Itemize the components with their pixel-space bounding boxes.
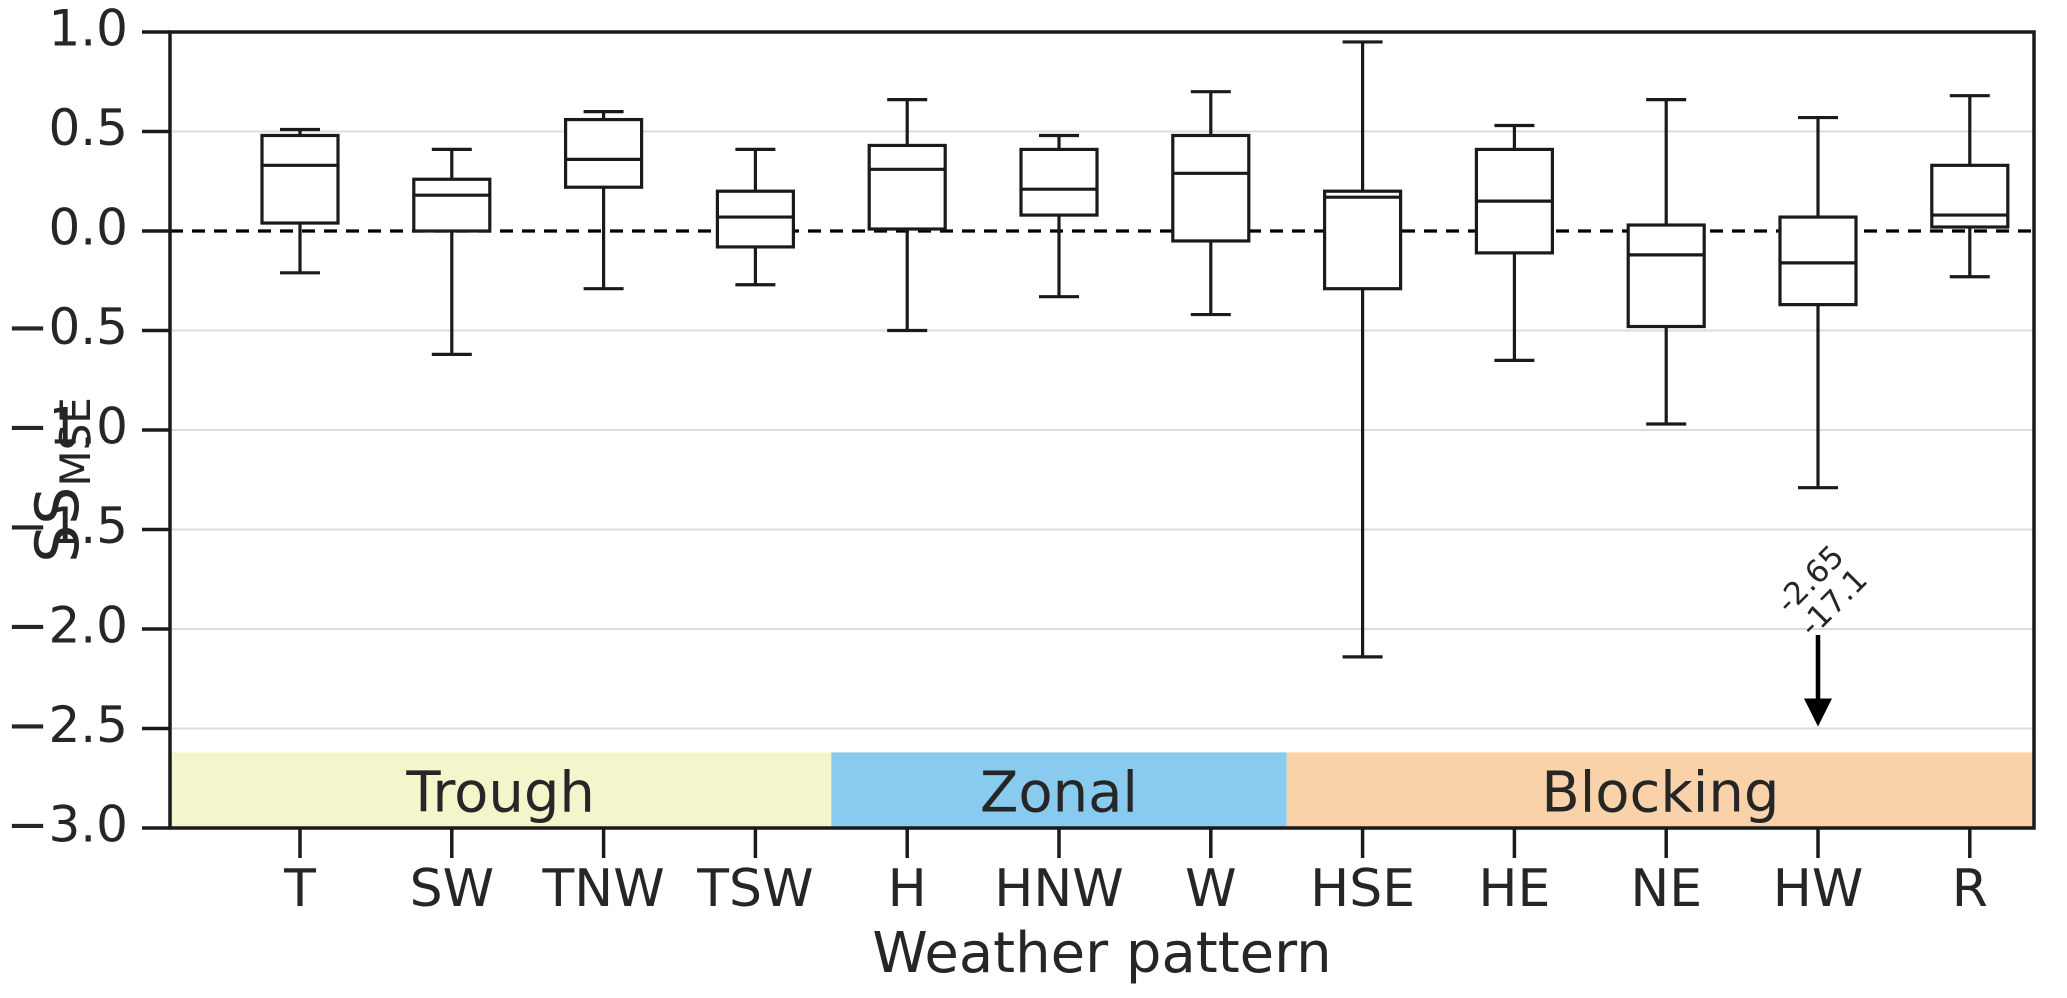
box-rect-HSE [1322, 189, 1403, 291]
box-group-T [260, 127, 340, 275]
box-group-W [1171, 90, 1251, 317]
box-rect-HNW [1019, 147, 1099, 217]
box-rect-T [260, 133, 340, 225]
x-tick-label-SW: SW [410, 859, 494, 919]
group-band-label-blocking: Blocking [1541, 760, 1779, 825]
box-rect-W [1171, 133, 1251, 243]
annotation-arrowhead [1804, 698, 1832, 727]
box-group-NE [1626, 98, 1706, 426]
box-group-HW [1778, 115, 1858, 490]
box-rect-R [1930, 163, 2010, 229]
group-band-label-trough: Trough [405, 760, 595, 825]
y-tick-label-−2.5: −2.5 [7, 696, 128, 754]
y-tick-label-−1.5: −1.5 [7, 497, 128, 555]
y-axis-label: SSMSE [23, 397, 100, 563]
group-band-blocking [1286, 752, 2034, 828]
y-tick-label-−3.0: −3.0 [7, 796, 128, 854]
box-group-TNW [563, 109, 644, 291]
x-tick-label-HE: HE [1478, 859, 1550, 919]
x-tick-label-TNW: TNW [542, 859, 665, 919]
x-tick-label-HNW: HNW [994, 859, 1123, 919]
box-rect-SW [412, 177, 492, 233]
x-axis-label: Weather pattern [872, 921, 1331, 986]
x-tick-label-H: H [888, 859, 927, 919]
y-tick-label-0.5: 0.5 [48, 99, 128, 157]
group-band-label-zonal: Zonal [980, 760, 1138, 825]
x-tick-label-HSE: HSE [1310, 859, 1415, 919]
y-tick-label-1.0: 1.0 [48, 0, 128, 58]
box-group-SW [412, 147, 492, 356]
x-tick-label-TSW: TSW [696, 859, 813, 919]
y-tick-label-0.0: 0.0 [48, 199, 128, 257]
y-tick-label-−1.0: −1.0 [7, 398, 128, 456]
x-tick-label-R: R [1952, 859, 1988, 919]
box-group-H [867, 98, 947, 333]
box-rect-TSW [715, 189, 796, 249]
y-tick-label-−0.5: −0.5 [7, 298, 128, 356]
x-tick-label-HW: HW [1773, 859, 1864, 919]
box-rect-TNW [563, 117, 644, 189]
box-group-R [1930, 94, 2010, 279]
y-axis-label-base: SS [23, 487, 93, 563]
x-tick-label-T: T [283, 859, 316, 919]
box-group-HSE [1322, 40, 1403, 659]
box-group-TSW [715, 147, 796, 287]
group-band-zonal [831, 752, 1287, 828]
x-tick-label-W: W [1185, 859, 1236, 919]
group-band-trough [170, 752, 832, 828]
box-rect-HW [1778, 215, 1858, 307]
x-tick-label-NE: NE [1630, 859, 1702, 919]
y-axis-label-subscript: MSE [51, 397, 100, 486]
y-tick-label-−2.0: −2.0 [7, 597, 128, 655]
box-group-HE [1474, 123, 1555, 362]
box-rect-H [867, 143, 947, 231]
box-rect-NE [1626, 223, 1706, 329]
box-group-HNW [1019, 133, 1099, 299]
